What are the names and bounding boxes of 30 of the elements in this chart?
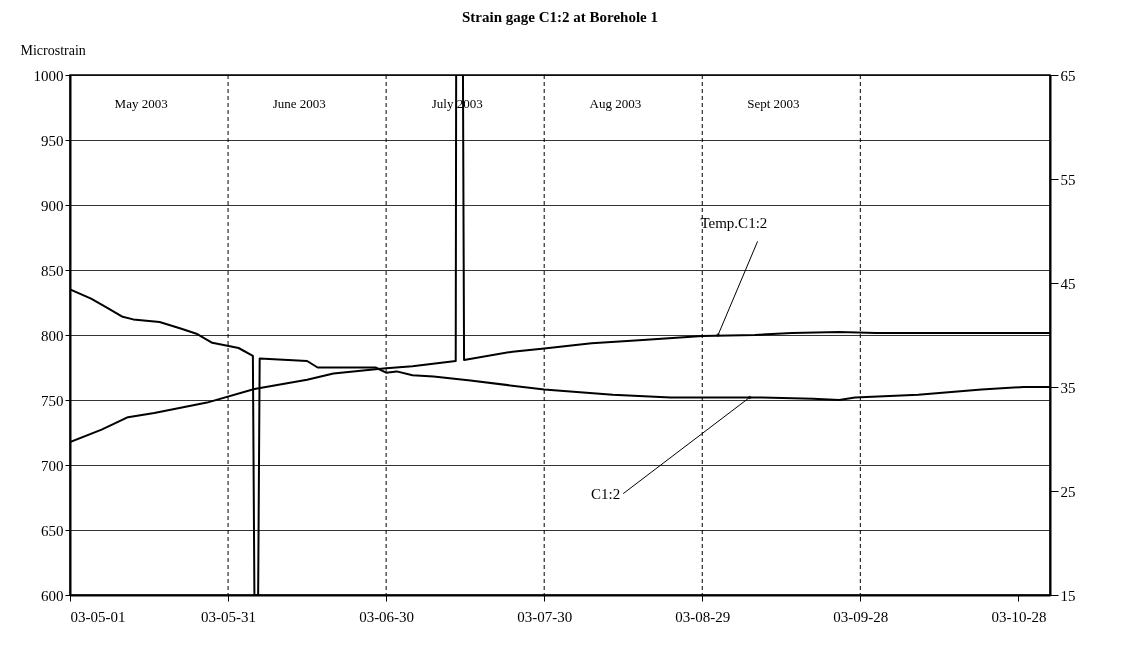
y2-tick-label: 45 [1060, 275, 1076, 292]
y-tick-label: 700 [41, 457, 64, 474]
y-tick-label: 600 [41, 587, 64, 604]
x-tick-label: 03-06-30 [359, 608, 415, 625]
y-tick-label: 650 [41, 522, 64, 539]
y-tick-label: 750 [41, 392, 64, 409]
y-tick-label: 950 [41, 132, 64, 149]
x-tick-label: 03-05-01 [70, 608, 126, 625]
y2-tick-label: 35 [1060, 379, 1076, 396]
y-tick-label: 1000 [33, 67, 64, 84]
chart-title: Strain gage C1:2 at Borehole 1 [462, 9, 658, 25]
x-tick-label: 03-08-29 [675, 608, 731, 625]
annotation: Sept 2003 [747, 95, 800, 111]
y-axis-title: Microstrain [20, 42, 86, 58]
y-tick-label: 850 [41, 262, 64, 279]
y2-tick-label: 25 [1060, 483, 1076, 500]
y2-tick-label: 65 [1060, 67, 1076, 84]
annotation: C1:2 [591, 485, 621, 502]
annotation: Temp.C1:2 [700, 215, 768, 232]
x-tick-label: 03-07-30 [517, 608, 573, 625]
x-tick-label: 03-10-28 [991, 608, 1047, 625]
annotation: May 2003 [114, 95, 168, 111]
y2-tick-label: 55 [1060, 171, 1076, 188]
x-tick-label: 03-09-28 [833, 608, 889, 625]
y2-tick-label: 15 [1060, 587, 1076, 604]
annotation: June 2003 [272, 95, 326, 111]
y-tick-label: 900 [41, 197, 64, 214]
y-tick-label: 800 [41, 327, 64, 344]
x-tick-label: 03-05-31 [201, 608, 257, 625]
annotation: Aug 2003 [589, 95, 642, 111]
